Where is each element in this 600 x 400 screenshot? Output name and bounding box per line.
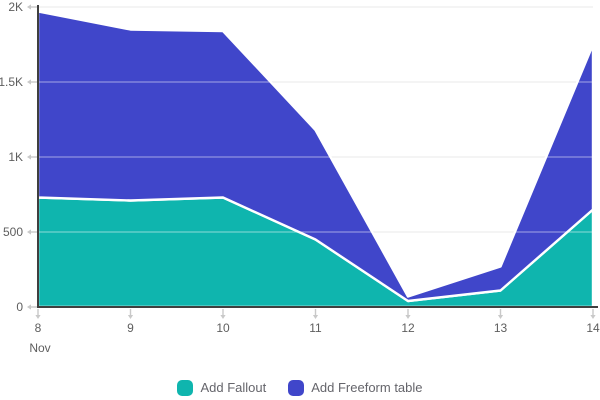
x-tick-arrowhead [312, 315, 319, 319]
y-tick-arrowhead [27, 229, 31, 235]
x-tick-arrowhead [497, 315, 504, 319]
y-axis-tick-label: 1K [8, 150, 23, 164]
legend-swatch-add-freeform-table [288, 380, 305, 396]
chart-legend: Add Fallout Add Freeform table [0, 380, 600, 396]
x-axis-tick-label: 9 [127, 321, 134, 335]
x-axis-tick-label: 13 [494, 321, 508, 335]
legend-label-add-fallout: Add Fallout [200, 380, 267, 395]
y-axis-tick-label: 2K [8, 0, 23, 14]
x-axis-tick-label: 12 [401, 321, 415, 335]
x-axis-tick-label: 8 [35, 321, 42, 335]
y-axis-tick-label: 500 [3, 225, 23, 239]
x-axis-tick-label: 14 [586, 321, 600, 335]
y-tick-arrowhead [27, 79, 31, 85]
legend-item-add-freeform-table[interactable]: Add Freeform table [288, 380, 423, 396]
legend-label-add-freeform-table: Add Freeform table [311, 380, 423, 395]
x-tick-arrowhead [405, 315, 411, 319]
x-axis-tick-label: 11 [309, 321, 322, 335]
x-tick-arrowhead [220, 315, 226, 319]
x-axis-month-label: Nov [29, 341, 50, 355]
x-tick-arrowhead [35, 315, 41, 319]
y-axis-tick-label: 0 [16, 300, 23, 314]
x-tick-arrowhead [127, 315, 134, 319]
x-axis-tick-label: 10 [216, 321, 230, 335]
legend-swatch-add-fallout [177, 380, 194, 396]
y-axis-tick-label: 1.5K [0, 75, 23, 89]
y-tick-arrowhead [27, 304, 31, 310]
area-add-freeform-table[interactable] [36, 10, 595, 303]
y-tick-arrowhead [27, 4, 31, 10]
legend-item-add-fallout[interactable]: Add Fallout [177, 380, 266, 396]
y-tick-arrowhead [27, 154, 31, 160]
x-tick-arrowhead [590, 315, 596, 319]
